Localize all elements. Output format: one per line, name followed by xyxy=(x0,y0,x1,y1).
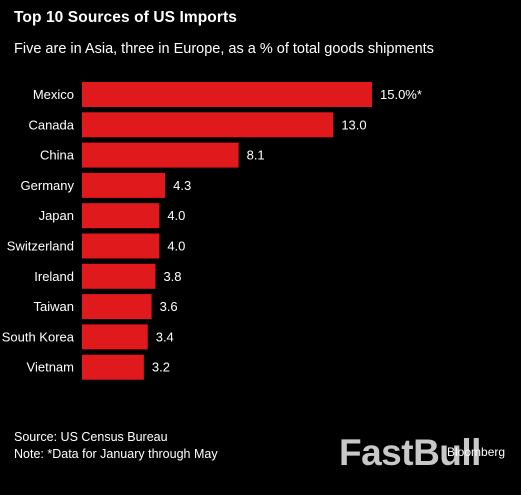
category-label: South Korea xyxy=(2,329,75,344)
category-label: Switzerland xyxy=(7,239,74,254)
bar-germany xyxy=(82,172,166,198)
value-label: 4.3 xyxy=(173,178,191,193)
value-label: 3.8 xyxy=(163,269,181,284)
fastbull-watermark: FastBull xyxy=(339,432,481,473)
value-label: 8.1 xyxy=(247,148,265,163)
category-label: Taiwan xyxy=(34,299,74,314)
value-label: 13.0 xyxy=(341,117,366,132)
bar-china xyxy=(82,142,239,168)
category-label: Mexico xyxy=(33,87,74,102)
bar-taiwan xyxy=(82,294,152,320)
value-label: 3.4 xyxy=(156,329,174,344)
chart-subtitle: Five are in Asia, three in Europe, as a … xyxy=(14,41,434,57)
bar-vietnam xyxy=(82,354,144,380)
value-label: 15.0%* xyxy=(380,87,422,102)
bar-south-korea xyxy=(82,324,148,350)
bar-canada xyxy=(82,112,334,138)
bars-group xyxy=(82,82,372,380)
category-label: Ireland xyxy=(34,269,74,284)
bloomberg-logo: Bloomberg xyxy=(447,445,506,459)
category-label: Germany xyxy=(21,178,75,193)
bar-japan xyxy=(82,203,160,229)
bar-mexico xyxy=(82,82,372,107)
value-label: 3.2 xyxy=(152,360,170,375)
value-label: 3.6 xyxy=(160,299,178,314)
value-labels: 15.0%* 13.0 8.1 4.3 4.0 4.0 3.8 3.6 3.4 3.2 xyxy=(152,87,422,375)
value-label: 4.0 xyxy=(167,239,185,254)
category-label: China xyxy=(40,148,75,163)
value-label: 4.0 xyxy=(167,208,185,223)
bar-switzerland xyxy=(82,233,160,259)
category-label: Japan xyxy=(39,208,74,223)
footnote: Note: *Data for January through May xyxy=(14,447,218,461)
bar-ireland xyxy=(82,263,156,289)
category-label: Canada xyxy=(28,117,74,132)
category-label: Vietnam xyxy=(27,360,74,375)
category-labels: Mexico Canada China Germany Japan Switzerland… xyxy=(2,87,75,375)
chart-title: Top 10 Sources of US Imports xyxy=(14,9,237,26)
source-note: Source: US Census Bureau xyxy=(14,430,168,444)
